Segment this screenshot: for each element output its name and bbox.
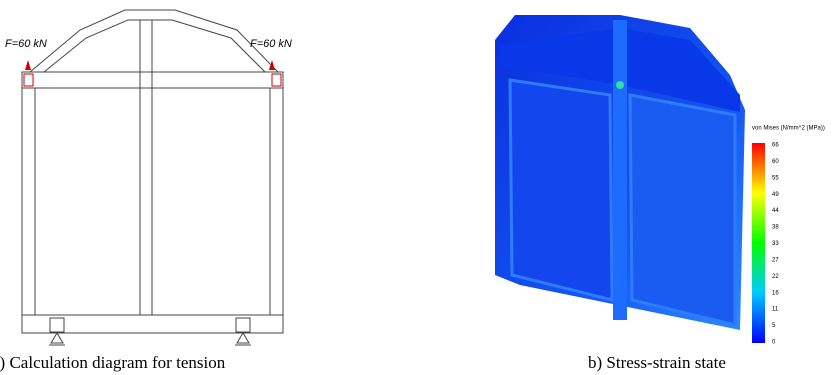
legend-tick: 22	[772, 274, 779, 280]
legend-tick: 55	[772, 175, 779, 181]
legend-tick: 49	[772, 192, 779, 198]
legend-tick: 33	[772, 241, 779, 247]
caption: b) Stress-strain state	[588, 353, 726, 372]
load-arrows	[25, 60, 275, 70]
legend-title: von Mises (N/mm^2 (MPa))	[752, 126, 825, 132]
load-label: F=60 kN	[5, 38, 47, 50]
page: F=60 kN F=60 kN a) Calculation diagram f…	[0, 0, 835, 375]
legend-tick: 60	[772, 159, 779, 165]
colorbar: von Mises (N/mm^2 (MPa)) 66 60 55 49 44 38 33 2…	[752, 126, 825, 346]
figure: F=60 kN F=60 kN a) Calculation diagram f…	[0, 0, 835, 375]
legend-tick: 44	[772, 208, 779, 214]
legend-tick: 11	[772, 307, 779, 313]
legend-tick: 16	[772, 290, 779, 296]
legend-tick: 27	[772, 257, 779, 263]
legend-tick: 5	[772, 323, 776, 329]
legend-tick: 0	[772, 340, 776, 346]
stress-model	[495, 15, 745, 330]
caption: a) Calculation diagram for tension	[0, 353, 226, 372]
legend-tick: 38	[772, 225, 779, 231]
legend-tick: 66	[772, 143, 779, 149]
frame-diagram	[22, 10, 283, 345]
load-label: F=60 kN	[250, 38, 292, 50]
